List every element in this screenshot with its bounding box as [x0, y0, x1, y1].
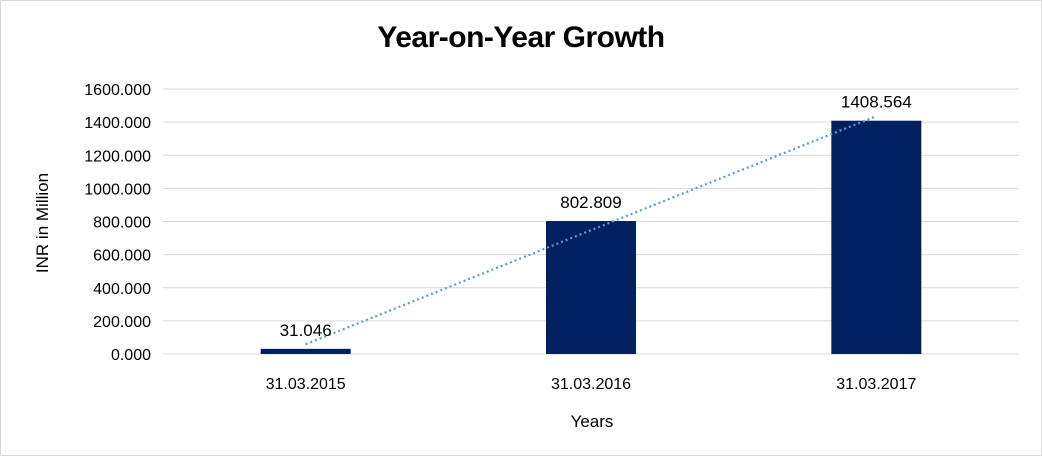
- data-label: 31.046: [280, 321, 332, 340]
- chart-title: Year-on-Year Growth: [377, 21, 665, 54]
- x-tick-label: 31.03.2016: [551, 376, 631, 393]
- y-tick-label: 600.000: [93, 248, 151, 265]
- bar: [546, 221, 636, 354]
- y-tick-label: 1400.000: [84, 115, 151, 132]
- y-tick-label: 1600.000: [84, 82, 151, 99]
- bar: [260, 348, 351, 354]
- y-tick-label: 800.000: [93, 215, 151, 232]
- data-labels: 31.046 802.809 1408.564: [280, 93, 912, 340]
- y-axis-title: INR in Million: [33, 173, 52, 273]
- y-tick-label: 1000.000: [84, 181, 151, 198]
- data-label: 1408.564: [841, 93, 912, 112]
- y-tick-label: 200.000: [93, 314, 151, 331]
- bars: [260, 120, 922, 354]
- bar: [831, 120, 922, 354]
- x-axis-title: Years: [571, 412, 614, 431]
- y-axis-ticks: 0.000 200.000 400.000 600.000 800.000 1000.00…: [84, 82, 151, 364]
- y-tick-label: 0.000: [111, 347, 151, 364]
- x-axis-ticks: 31.03.2015 31.03.2016 31.03.2017: [266, 376, 917, 393]
- y-tick-label: 400.000: [93, 281, 151, 298]
- data-label: 802.809: [560, 193, 621, 212]
- x-tick-label: 31.03.2017: [836, 376, 916, 393]
- x-tick-label: 31.03.2015: [266, 376, 346, 393]
- y-tick-label: 1200.000: [84, 148, 151, 165]
